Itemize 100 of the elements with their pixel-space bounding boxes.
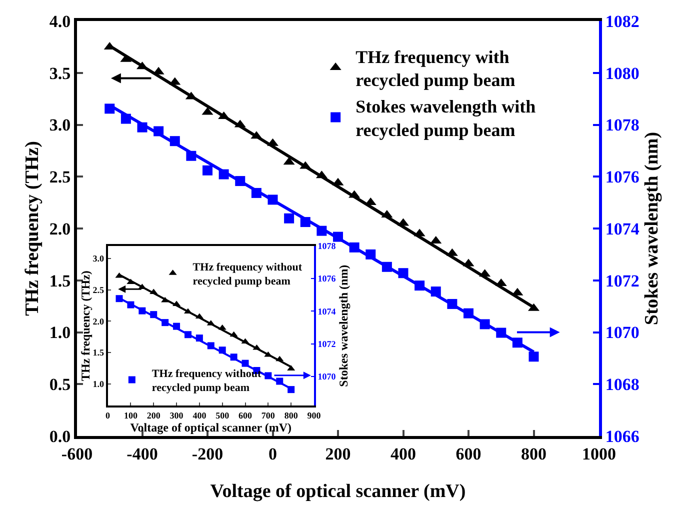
y2-tick-label: 1076 xyxy=(605,168,640,187)
point xyxy=(230,354,238,361)
point xyxy=(333,232,343,242)
y2-tick-label: 1080 xyxy=(605,64,640,83)
legend-label: THz frequency without recycled pump beam xyxy=(192,261,302,288)
x-tick-label: 400 xyxy=(192,410,207,421)
y-tick-label: 2.5 xyxy=(92,284,104,295)
point xyxy=(349,242,360,252)
point xyxy=(496,328,506,338)
y2-tick-label: 1074 xyxy=(318,306,336,316)
legend-label: THz frequency without recycled pump beam xyxy=(152,368,262,394)
y-tick-label: 1.5 xyxy=(49,271,71,290)
x-tick-label: 500 xyxy=(216,410,230,421)
point xyxy=(218,346,226,354)
y2-tick-label: 1070 xyxy=(605,323,640,342)
y-tick-label: 1.5 xyxy=(92,348,104,358)
point xyxy=(235,176,246,186)
point xyxy=(162,319,169,326)
y-tick-label: 2.0 xyxy=(49,219,71,238)
point xyxy=(138,284,146,290)
x-tick-label: 600 xyxy=(238,410,253,421)
x-tick-label: 700 xyxy=(261,410,276,421)
y-tick-label: 2.5 xyxy=(49,168,71,187)
point xyxy=(251,188,262,198)
point xyxy=(414,280,425,291)
point xyxy=(528,352,539,362)
point xyxy=(137,122,148,132)
point xyxy=(284,213,294,224)
point xyxy=(316,226,327,236)
point xyxy=(276,378,284,385)
y2-axis-title: Stokes wavelength (nm) xyxy=(642,132,663,326)
point xyxy=(300,217,310,228)
point xyxy=(430,286,441,297)
y2-tick-label: 1076 xyxy=(318,274,336,284)
y-tick-label: 1.0 xyxy=(49,323,71,342)
x-axis-title: Voltage of optical scanner (mV) xyxy=(210,481,466,502)
x-tick-label: 800 xyxy=(521,444,546,464)
point xyxy=(150,288,158,294)
y-axis-title: THz frequency (THz) xyxy=(78,270,93,382)
point xyxy=(512,338,522,348)
y2-tick-label: 1072 xyxy=(318,338,336,349)
x-tick-label: 1000 xyxy=(582,444,616,464)
x-tick-label: 800 xyxy=(284,410,298,421)
point xyxy=(480,319,490,330)
y2-tick-label: 1072 xyxy=(605,271,640,290)
y2-tick-label: 1066 xyxy=(605,426,640,446)
point xyxy=(242,360,249,367)
legend-label: THz frequency with recycled pump beam xyxy=(356,46,516,90)
y2-tick-label: 1078 xyxy=(318,241,336,252)
y-tick-label: 2.0 xyxy=(92,316,104,326)
point xyxy=(241,338,250,344)
x-tick-label: 200 xyxy=(325,444,351,464)
point xyxy=(276,356,284,362)
point xyxy=(126,278,135,284)
point xyxy=(464,308,474,318)
y2-tick-label: 1082 xyxy=(605,12,640,31)
x-tick-label: 0 xyxy=(106,410,111,421)
point xyxy=(184,331,192,338)
x-tick-label: 0 xyxy=(268,444,277,464)
y2-tick-label: 1070 xyxy=(318,372,336,382)
point xyxy=(161,296,170,302)
point xyxy=(138,307,146,314)
point xyxy=(288,386,295,394)
y-tick-label: 3.5 xyxy=(49,64,71,83)
legend-label: Stokes wavelength with recycled pump beam xyxy=(356,96,536,140)
x-tick-label: 400 xyxy=(390,444,416,464)
y-tick-label: 0.0 xyxy=(49,426,71,446)
point xyxy=(186,150,196,161)
y2-tick-label: 1078 xyxy=(605,116,640,135)
point xyxy=(207,342,214,350)
x-tick-label: 100 xyxy=(124,410,138,421)
point xyxy=(218,169,229,180)
x-tick-label: 200 xyxy=(146,410,161,421)
point xyxy=(447,298,458,309)
point xyxy=(127,301,134,308)
y2-axis-title: Stokes wavelength (nm) xyxy=(336,264,350,387)
y2-tick-label: 1068 xyxy=(605,375,640,394)
point xyxy=(382,262,392,272)
x-tick-label: 600 xyxy=(456,444,482,464)
point xyxy=(366,249,376,260)
point xyxy=(104,104,115,114)
point xyxy=(170,136,180,146)
point xyxy=(202,165,212,176)
point xyxy=(120,114,131,124)
y-tick-label: 3.0 xyxy=(92,254,104,264)
y-tick-label: 3.0 xyxy=(49,116,71,135)
x-tick-label: 300 xyxy=(170,410,184,421)
y-tick-label: 4.0 xyxy=(49,12,71,31)
point xyxy=(264,351,272,357)
point xyxy=(154,126,164,136)
point xyxy=(173,322,180,330)
x-tick-label: -600 xyxy=(61,444,93,464)
point xyxy=(150,311,158,318)
y2-tick-label: 1074 xyxy=(605,219,640,238)
x-tick-label: 900 xyxy=(307,410,322,421)
x-tick-label: -400 xyxy=(126,444,158,464)
y-axis-title: THz frequency (THz) xyxy=(22,141,44,316)
y-tick-label: 0.5 xyxy=(49,375,71,394)
y-tick-label: 1.0 xyxy=(92,378,104,389)
point xyxy=(398,268,408,278)
